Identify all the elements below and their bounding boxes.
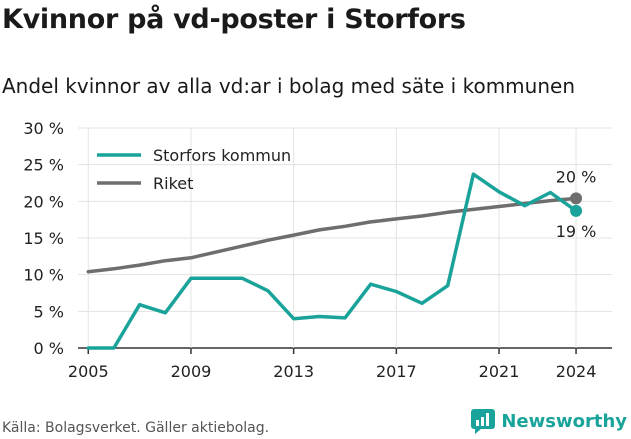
x-tick-label: 2017 xyxy=(376,362,417,381)
chart-subtitle: Andel kvinnor av alla vd:ar i bolag med … xyxy=(2,74,575,98)
chart-title: Kvinnor på vd-poster i Storfors xyxy=(2,4,466,35)
y-tick-label: 25 % xyxy=(23,156,64,175)
x-tick-label: 2005 xyxy=(68,362,109,381)
y-tick-label: 5 % xyxy=(34,302,64,321)
storfors-line xyxy=(86,172,578,350)
y-tick-label: 30 % xyxy=(23,119,64,138)
x-tick-label: 2013 xyxy=(273,362,314,381)
y-tick-label: 10 % xyxy=(23,266,64,285)
gridlines xyxy=(78,127,612,349)
legend: Storfors kommun Riket xyxy=(97,146,291,193)
series-lines xyxy=(86,172,583,350)
y-tick-label: 0 % xyxy=(34,339,64,358)
legend-label: Storfors kommun xyxy=(153,146,291,165)
brand-name: Newsworthy xyxy=(501,410,627,432)
y-tick-label: 15 % xyxy=(23,229,64,248)
riket-line xyxy=(86,196,578,274)
source-note: Källa: Bolagsverket. Gäller aktiebolag. xyxy=(2,420,270,436)
storfors-end-label: 19 % xyxy=(556,222,597,241)
x-tick-label: 2021 xyxy=(479,362,520,381)
riket-end-label: 20 % xyxy=(556,167,597,186)
riket-end-point xyxy=(570,192,583,205)
y-axis-ticks: 0 % 5 % 10 % 15 % 20 % 25 % 30 % xyxy=(23,119,64,358)
x-axis-ticks: 2005 2009 2013 2017 2021 2024 xyxy=(68,348,597,381)
newsworthy-logo-icon xyxy=(471,409,496,434)
brand-logo: Newsworthy xyxy=(470,408,627,434)
x-tick-label: 2024 xyxy=(556,362,597,381)
y-tick-label: 20 % xyxy=(23,192,64,211)
end-labels: 20 % 19 % xyxy=(556,167,597,240)
x-tick-label: 2009 xyxy=(171,362,212,381)
storfors-end-point xyxy=(570,204,583,217)
legend-label: Riket xyxy=(153,174,193,193)
line-chart: 0 %5 %10 %15 %20 %25 %30 % 2005 2009 2013 2… xyxy=(23,119,612,381)
